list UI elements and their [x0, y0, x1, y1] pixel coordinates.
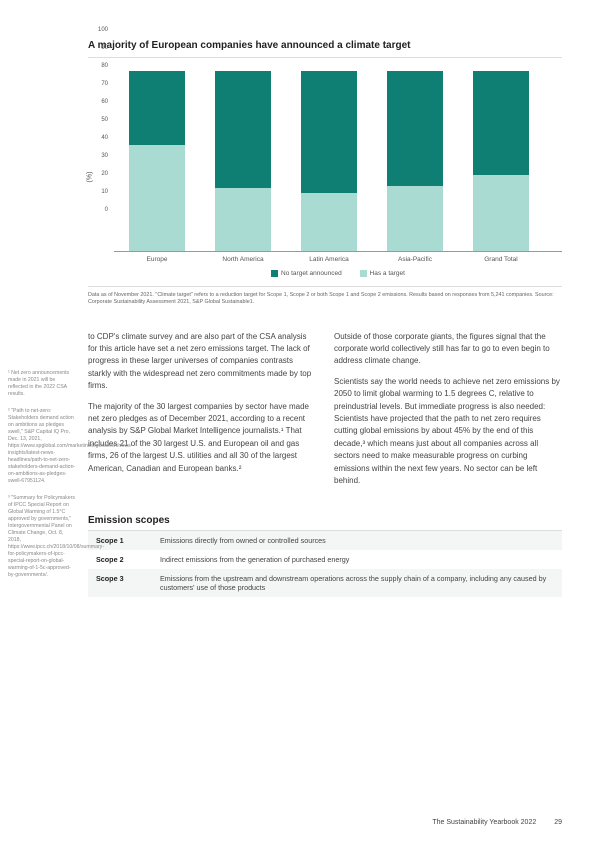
body-col-left: to CDP's climate survey and are also par… [88, 331, 316, 496]
legend-label: No target announced [281, 270, 342, 277]
x-tick-label: Europe [122, 256, 192, 263]
scope-desc: Emissions directly from owned or control… [152, 531, 562, 550]
footnote: ³ "Summary for Policymakers of IPCC Spec… [8, 495, 76, 579]
plot-area [114, 72, 562, 252]
y-axis-label: (%) [87, 172, 94, 183]
x-tick-label: Asia-Pacific [380, 256, 450, 263]
bar [473, 71, 529, 251]
footnote: ² "Path to net-zero: Stakeholders demand… [8, 408, 76, 485]
footnote: ¹ Net zero announcements made in 2021 wi… [8, 370, 76, 398]
legend-item-no-target: No target announced [271, 270, 342, 277]
table-row: Scope 1Emissions directly from owned or … [88, 531, 562, 550]
bar [387, 71, 443, 251]
bar-segment-has-target [473, 175, 529, 251]
scope-label: Scope 2 [88, 550, 152, 569]
footer-book-title: The Sustainability Yearbook 2022 [432, 819, 536, 826]
footer-page-number: 29 [554, 819, 562, 826]
bar-segment-no-target [215, 71, 271, 188]
swatch-has-target [360, 270, 367, 277]
table-row: Scope 3Emissions from the upstream and d… [88, 569, 562, 597]
bar-segment-has-target [301, 193, 357, 251]
margin-footnotes: ¹ Net zero announcements made in 2021 wi… [8, 370, 76, 589]
legend-item-has-target: Has a target [360, 270, 405, 277]
emission-scopes-table: Scope 1Emissions directly from owned or … [88, 531, 562, 597]
x-tick-label: Grand Total [466, 256, 536, 263]
body-paragraph: Scientists say the world needs to achiev… [334, 376, 562, 488]
scope-desc: Emissions from the upstream and downstre… [152, 569, 562, 597]
x-tick-label: Latin America [294, 256, 364, 263]
bar-segment-no-target [387, 71, 443, 186]
bar [129, 71, 185, 251]
scope-label: Scope 3 [88, 569, 152, 597]
bar-segment-has-target [387, 186, 443, 251]
legend-label: Has a target [370, 270, 405, 277]
body-paragraph: Outside of those corporate giants, the f… [334, 331, 562, 368]
y-axis-ticks: 0102030405060708090100 [96, 72, 110, 252]
body-paragraph: to CDP's climate survey and are also par… [88, 331, 316, 393]
y-tick: 100 [98, 27, 108, 117]
bar-segment-no-target [129, 71, 185, 145]
bar [215, 71, 271, 251]
stacked-bar-chart: (%) 0102030405060708090100 EuropeNorth A… [110, 72, 562, 282]
body-text-columns: to CDP's climate survey and are also par… [88, 331, 562, 496]
swatch-no-target [271, 270, 278, 277]
bar-segment-has-target [129, 145, 185, 251]
table-row: Scope 2Indirect emissions from the gener… [88, 550, 562, 569]
chart-legend: No target announced Has a target [114, 270, 562, 277]
bar-segment-has-target [215, 188, 271, 251]
scope-desc: Indirect emissions from the generation o… [152, 550, 562, 569]
bar-segment-no-target [473, 71, 529, 175]
body-paragraph: The majority of the 30 largest companies… [88, 401, 316, 475]
body-col-right: Outside of those corporate giants, the f… [334, 331, 562, 496]
chart-title: A majority of European companies have an… [88, 40, 562, 58]
bar [301, 71, 357, 251]
chart-caption: Data as of November 2021. "Climate targe… [88, 286, 562, 307]
x-tick-label: North America [208, 256, 278, 263]
section-title-scopes: Emission scopes [88, 515, 562, 531]
page-footer: The Sustainability Yearbook 2022 29 [432, 819, 562, 826]
bar-segment-no-target [301, 71, 357, 193]
